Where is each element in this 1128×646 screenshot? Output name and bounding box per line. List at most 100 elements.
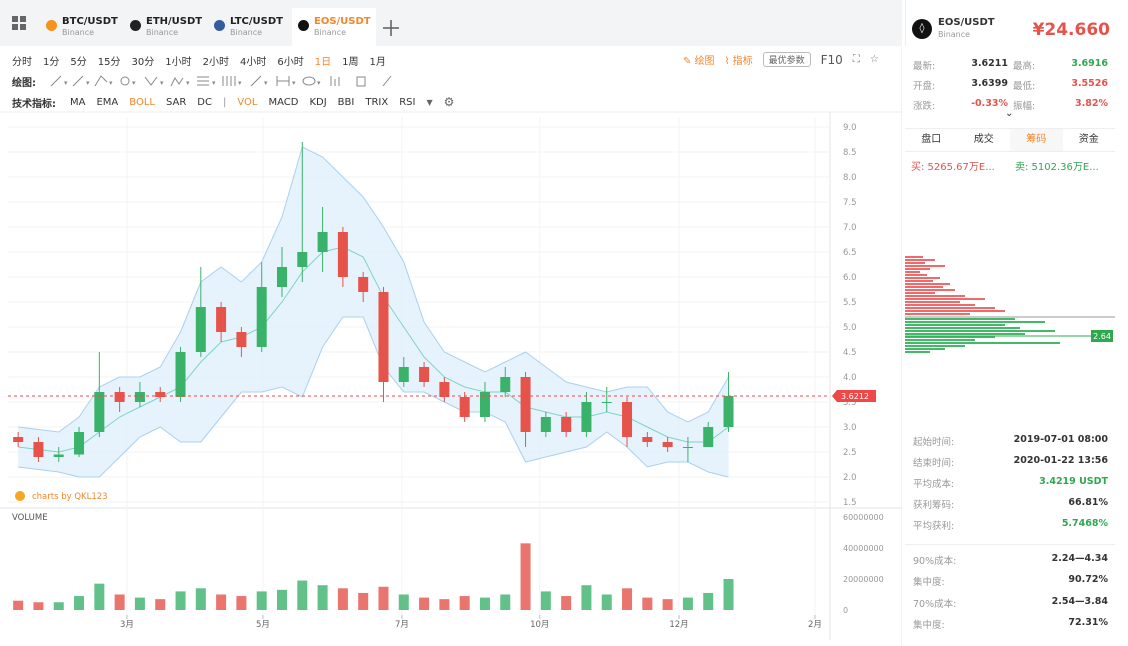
detail-value: 72.31%	[1068, 617, 1108, 628]
indicator-button[interactable]: EMA	[96, 96, 119, 108]
tab-icon	[298, 20, 309, 31]
svg-text:▾: ▾	[160, 79, 164, 87]
y-tick-label: 7.5	[843, 198, 857, 208]
best-params-button[interactable]: 最优参数	[762, 52, 811, 67]
expand-arrow[interactable]: ⌄	[1005, 108, 1014, 119]
chip-bar-green	[905, 345, 965, 347]
indicator-text: 指标	[732, 56, 753, 67]
settings-icon[interactable]: ⚙	[443, 95, 455, 109]
period-button[interactable]: 分时	[12, 56, 32, 68]
chip-bar-green	[905, 321, 1045, 323]
star-icon[interactable]: ☆	[869, 54, 879, 65]
last-price-tag	[832, 389, 876, 402]
y-tick-label: 7.0	[843, 223, 857, 233]
detail-label: 集中度:	[913, 620, 945, 631]
y-tick-label: 5.0	[843, 323, 857, 333]
period-button[interactable]: 1小时	[165, 56, 192, 68]
indicator-bar: 技术指标: MA EMA BOLL SAR DC | VOL MACD KDJ BBI TRIX RS…	[0, 92, 902, 112]
draw-tools[interactable]: ▾ ▾ ▾ ▾ ▾ ▾ ▾ ▾ ▾ ▾ ▾	[47, 74, 467, 88]
tab[interactable]: EOS/USDT Binance	[292, 8, 376, 46]
candle-body	[297, 252, 308, 267]
stat-label: 开盘:	[913, 81, 936, 92]
indicator-button[interactable]: SAR	[165, 96, 187, 108]
candle-body	[13, 437, 24, 442]
volume-bar	[134, 597, 145, 610]
panel-tab[interactable]: 筹码	[1010, 129, 1063, 151]
chip-bar-red	[905, 304, 975, 306]
panel-tab[interactable]: 盘口	[921, 134, 942, 145]
chip-bar-red	[905, 310, 1005, 312]
volume-bar	[703, 592, 714, 610]
y-tick-label: 4.0	[843, 373, 857, 383]
separator: |	[222, 96, 227, 108]
panel-tab[interactable]: 成交	[973, 134, 994, 145]
indicator-button[interactable]: MA	[70, 96, 86, 108]
chip-bar-red	[905, 259, 935, 261]
chip-bar-red	[905, 277, 940, 279]
period-button[interactable]: 15分	[97, 56, 121, 68]
candle-body	[33, 442, 44, 457]
boll-band	[18, 147, 729, 477]
volume-bar	[378, 586, 389, 610]
indicator-button[interactable]: VOL	[237, 96, 258, 108]
volume-bar	[642, 597, 653, 610]
add-tab[interactable]	[383, 20, 399, 36]
y-tick-label: 9.0	[843, 123, 857, 133]
candle-body	[520, 377, 531, 432]
period-button[interactable]: 1分	[43, 56, 60, 68]
indicator-button[interactable]: DC	[197, 96, 212, 108]
detail-label: 获利筹码:	[913, 500, 955, 511]
indicator-button[interactable]: TRIX	[365, 96, 389, 108]
tab-icon	[130, 20, 141, 31]
candle-body	[175, 352, 186, 397]
chip-bar-green	[905, 324, 1005, 326]
indicator-button[interactable]: ⌇ 指标	[724, 56, 753, 67]
detail-label: 90%成本:	[913, 556, 957, 567]
draw-button[interactable]: ✎ 绘图	[683, 56, 715, 67]
indicator-button[interactable]: BOLL	[129, 96, 155, 108]
tab-bar: × BTC/USDTBinanceETH/USDTBinanceLTC/USDT…	[0, 0, 902, 46]
volume-bar	[601, 594, 612, 610]
period-button[interactable]: 6小时	[277, 56, 304, 68]
indicator-button[interactable]: MACD	[268, 96, 299, 108]
candle-body	[723, 396, 734, 427]
tab[interactable]: BTC/USDT Binance	[40, 8, 124, 46]
period-button[interactable]: 1周	[342, 56, 359, 68]
chip-bar-green	[905, 351, 930, 353]
stat-value: 3.6399	[971, 78, 1008, 89]
fullscreen-icon[interactable]: ⛶	[852, 54, 860, 65]
tab[interactable]: ETH/USDT Binance	[124, 8, 208, 46]
period-button[interactable]: 30分	[131, 56, 155, 68]
indicator-button[interactable]: KDJ	[309, 96, 327, 108]
svg-text:▾: ▾	[292, 79, 296, 87]
indicator-button[interactable]: RSI	[399, 96, 416, 108]
chip-bar-green	[905, 348, 945, 350]
detail-label: 平均成本:	[913, 479, 955, 490]
detail-value: 2.24—4.34	[1051, 553, 1108, 564]
f10-button[interactable]: F10	[820, 52, 843, 67]
candle-body	[581, 402, 592, 432]
more-arrow[interactable]: ▼	[426, 97, 433, 107]
candle-body	[622, 402, 633, 437]
volume-bar	[216, 594, 227, 610]
period-button[interactable]: 1日	[314, 56, 332, 68]
candle-body	[134, 392, 145, 402]
svg-text:▾: ▾	[212, 79, 216, 87]
tab[interactable]: LTC/USDT Binance	[208, 8, 292, 46]
indicator-button[interactable]: BBI	[337, 96, 355, 108]
candle-body	[459, 397, 470, 417]
period-button[interactable]: 1月	[369, 56, 386, 68]
svg-text:▾: ▾	[132, 79, 136, 87]
draw-text: 绘图	[694, 56, 715, 67]
panel-tab[interactable]: 资金	[1078, 134, 1099, 145]
panel-price: ¥24.660	[1032, 20, 1110, 40]
period-button[interactable]: 4小时	[239, 56, 267, 68]
period-button[interactable]: 2小时	[202, 56, 229, 68]
volume-bar	[74, 596, 85, 610]
detail-label: 平均获利:	[913, 521, 955, 532]
period-button[interactable]: 5分	[70, 56, 87, 68]
chip-bar-red	[905, 301, 960, 303]
y-tick-label: 2.5	[843, 448, 857, 458]
menu-icon[interactable]	[12, 16, 26, 30]
volume-bar	[662, 599, 673, 610]
